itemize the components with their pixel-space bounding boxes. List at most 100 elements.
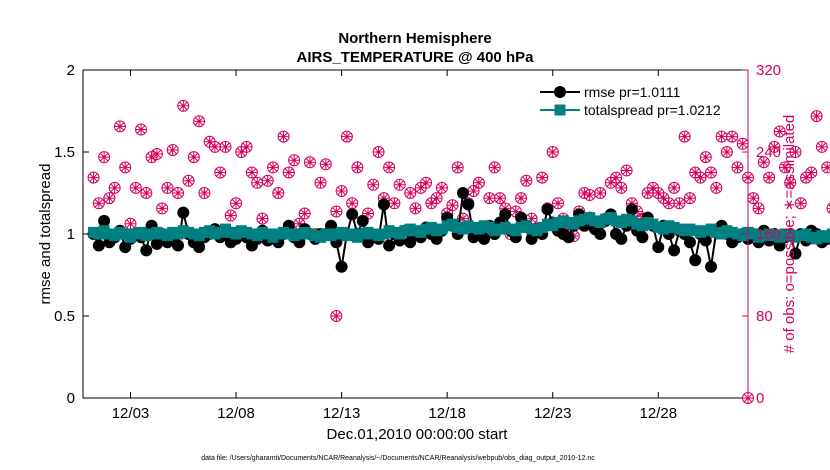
obs-assimilated-point [420, 177, 432, 189]
chart-subtitle: AIRS_TEMPERATURE @ 400 hPa [297, 49, 535, 66]
legend-rmse-label: rmse pr=1.0111 [584, 84, 681, 100]
obs-assimilated-point [457, 213, 469, 225]
obs-assimilated-point [256, 213, 268, 225]
legend-rmse-marker [554, 86, 566, 98]
y-tick-label-left: 0 [67, 390, 75, 407]
obs-assimilated-point [394, 179, 406, 191]
rmse-point [652, 241, 665, 254]
obs-assimilated-point [731, 161, 743, 173]
rmse-point [172, 239, 184, 252]
y-tick-label-right: 0 [756, 390, 764, 407]
obs-assimilated-point [188, 151, 200, 163]
chart-title: Northern Hemisphere [338, 30, 491, 47]
y-tick-label-left: 1 [67, 226, 75, 243]
obs-assimilated-point [378, 192, 390, 204]
obs-assimilated-point [161, 182, 173, 194]
rmse-point [335, 260, 348, 273]
totalspread-point [826, 228, 830, 240]
obs-assimilated-point [663, 197, 675, 209]
y-tick-label-right: 320 [756, 62, 781, 79]
obs-assimilated-point [156, 202, 168, 214]
rmse-point [705, 260, 718, 273]
obs-assimilated-point [320, 158, 332, 170]
obs-assimilated-point [763, 172, 775, 184]
y-axis-label-right: # of obs: o=possible; ∗=assimilated [781, 115, 798, 354]
obs-assimilated-point [267, 161, 279, 173]
obs-assimilated-point [383, 161, 395, 173]
obs-assimilated-point [278, 131, 290, 143]
obs-assimilated-point [805, 167, 817, 178]
obs-assimilated-point [790, 146, 801, 158]
y-tick-label-right: 240 [756, 144, 781, 161]
rmse-point [636, 231, 649, 244]
obs-assimilated-point [668, 182, 680, 194]
obs-assimilated-point [315, 177, 326, 189]
obs-assimilated-point [172, 187, 184, 199]
obs-assimilated-point [768, 141, 780, 153]
obs-assimilated-point [642, 187, 654, 199]
obs-assimilated-point [362, 208, 374, 219]
obs-assimilated-point [621, 164, 633, 176]
obs-assimilated-point [351, 161, 363, 173]
obs-assimilated-point [821, 161, 830, 173]
obs-assimilated-point [695, 172, 706, 184]
obs-assimilated-point [705, 167, 717, 178]
rmse-point [562, 231, 575, 244]
obs-assimilated-point [204, 136, 216, 148]
obs-assimilated-point [425, 197, 437, 209]
rmse-point [668, 244, 681, 257]
obs-assimilated-point [410, 202, 421, 214]
rmse-point [541, 203, 554, 216]
series-lines [87, 187, 830, 273]
obs-assimilated-point [700, 151, 712, 163]
obs-assimilated-point [689, 167, 701, 178]
obs-assimilated-point [658, 192, 670, 204]
rmse-point [625, 203, 638, 216]
rmse-point [457, 187, 469, 199]
rmse-point [377, 198, 390, 211]
obs-assimilated-point [341, 131, 353, 143]
obs-assimilated-point [304, 156, 316, 168]
obs-assimilated-point [98, 151, 110, 163]
rmse-point [193, 241, 206, 254]
obs-assimilated-point [114, 120, 126, 132]
obs-assimilated-point [758, 156, 770, 168]
obs-assimilated-point [737, 138, 749, 150]
obs-assimilated-point [795, 197, 807, 209]
obs-assimilated-point [753, 202, 765, 214]
obs-assimilated-point [336, 185, 348, 197]
y-tick-label-left: 2 [67, 62, 75, 79]
axes [83, 69, 749, 399]
obs-assimilated-point [246, 167, 258, 178]
obs-assimilated-point [373, 146, 385, 158]
rmse-point [92, 239, 105, 252]
totalspread-point [821, 231, 830, 243]
obs-assimilated-point [721, 146, 733, 158]
x-tick-label: 12/23 [534, 405, 572, 422]
rmse-point [177, 206, 190, 219]
obs-assimilated-point [251, 177, 263, 189]
obs-assimilated-point [220, 141, 231, 153]
obs-assimilated-point [552, 197, 564, 209]
obs-assimilated-point [140, 187, 152, 199]
obs-assimilated-point [167, 144, 179, 156]
legend-totalspread-label: totalspread pr=1.0212 [584, 102, 721, 118]
obs-assimilated-point [103, 192, 115, 204]
obs-assimilated-point [330, 310, 342, 322]
rmse-point [689, 254, 702, 267]
obs-assimilated-point [510, 205, 522, 217]
obs-assimilated-point [367, 179, 379, 191]
obs-assimilated-point [288, 154, 300, 166]
obs-assimilated-point [146, 151, 158, 163]
obs-assimilated-point [684, 192, 696, 204]
obs-assimilated-point [584, 189, 596, 201]
rmse-point [150, 237, 163, 250]
obs-assimilated-point [679, 131, 691, 143]
obs-assimilated-point [209, 141, 221, 153]
obs-assimilated-point [473, 177, 485, 189]
obs-assimilated-point [726, 131, 738, 143]
obs-assimilated-point [774, 126, 786, 137]
obs-assimilated-point [547, 146, 559, 158]
obs-assimilated-point [615, 182, 627, 194]
y-tick-label-right: 80 [756, 308, 773, 325]
